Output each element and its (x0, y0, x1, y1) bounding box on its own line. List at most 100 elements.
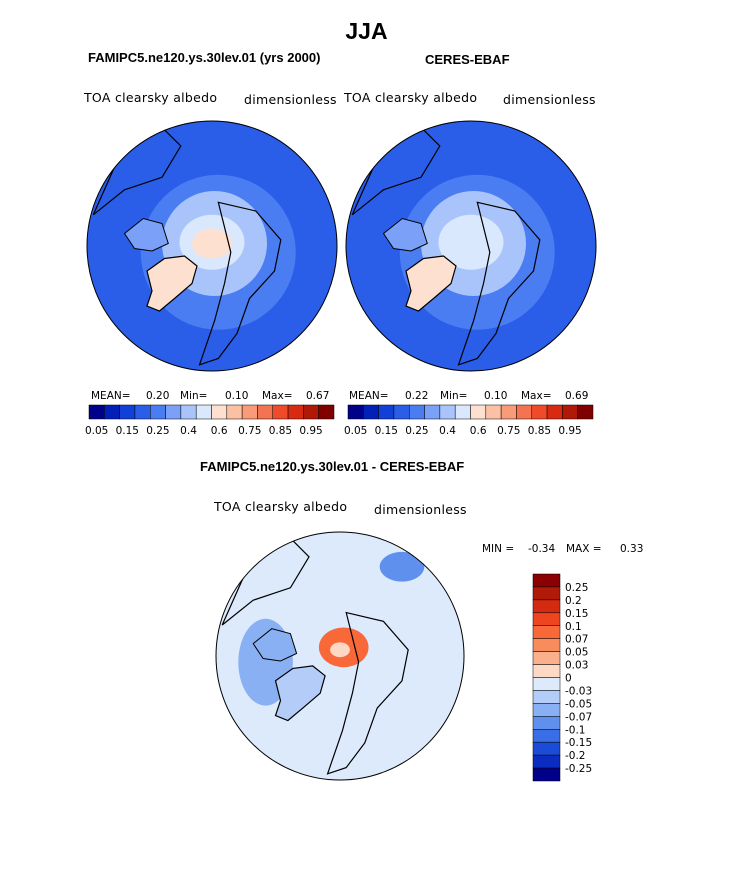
panel1-right-label: dimensionless (244, 92, 337, 107)
panel3-max-label: MAX = (566, 543, 602, 555)
north-america-coast (351, 126, 441, 216)
colorbar-2-swatch (378, 404, 395, 420)
colorbar-2-swatch (439, 404, 456, 420)
panel2-max-label: Max= (521, 390, 552, 402)
highlat-field (399, 174, 555, 330)
colorbar-3-tick: 0.05 (565, 647, 588, 659)
north-america-coast (92, 126, 182, 216)
colorbar-2-tick: 0.95 (558, 425, 581, 437)
colorbar-3-swatch (532, 754, 561, 769)
colorbar-2-swatch (531, 404, 548, 420)
eurasia-coast (198, 201, 282, 366)
seaice-field (179, 214, 245, 270)
colorbar-1-tick: 0.85 (269, 425, 292, 437)
map-1-field (87, 121, 337, 371)
near-zero-region (330, 642, 350, 658)
colorbar-1-swatch (303, 404, 319, 420)
eurasia-coast (457, 201, 541, 366)
colorbar-3-swatch (532, 703, 561, 717)
panel2-min-value: 0.10 (484, 390, 508, 402)
colorbar-2-tick: 0.05 (344, 425, 367, 437)
colorbar-3-swatch (532, 651, 561, 665)
negative-region (379, 551, 425, 582)
panel2-max-value: 0.69 (565, 390, 589, 402)
map-1-border (86, 120, 338, 372)
greenland (405, 255, 457, 312)
colorbar-1-swatch (257, 404, 273, 420)
panel3-min-label: MIN = (482, 543, 515, 555)
colorbar-2-swatch (393, 404, 410, 420)
panel3-max-value: 0.33 (620, 543, 644, 555)
seaice-field (438, 214, 504, 270)
colorbar-1-swatch (119, 404, 136, 420)
colorbar-1-tick: 0.95 (299, 425, 322, 437)
colorbar-3-swatch (532, 741, 561, 756)
colorbar-2-swatch (577, 404, 594, 420)
eurasia-coast (326, 611, 409, 775)
colorbar-3-tick: 0.07 (565, 634, 588, 646)
canadian-archipelago (123, 217, 169, 252)
colorbar-1-tick: 0.05 (85, 425, 108, 437)
colorbar-2-swatch (546, 404, 563, 420)
colorbar-2-swatch (454, 404, 471, 420)
pole-field (192, 228, 232, 259)
panel1-mean-label: MEAN= (91, 390, 131, 402)
colorbar-2-swatch (424, 404, 441, 420)
colorbar-1-swatch (272, 404, 289, 420)
greenland (146, 255, 198, 312)
colorbar-1-swatch (88, 404, 105, 420)
panel1-mean-value: 0.20 (146, 390, 170, 402)
colorbar-3-swatch (532, 664, 561, 678)
colorbar-1-tick: 0.15 (116, 425, 139, 437)
colorbar-1-swatch (134, 404, 151, 420)
colorbar-2-swatch (347, 404, 364, 420)
panel2-left-label: TOA clearsky albedo (344, 90, 478, 105)
panel3-left-label: TOA clearsky albedo (214, 499, 348, 514)
colorbar-2-swatch (363, 404, 379, 420)
colorbar-1-swatch (226, 404, 243, 420)
colorbar-2-swatch (409, 404, 425, 420)
figure-title: JJA (345, 18, 388, 44)
colorbar-2-swatch (500, 404, 517, 420)
map-2-field (346, 121, 596, 371)
highlat-field (140, 174, 296, 330)
canadian-archipelago (382, 217, 428, 252)
colorbar-2-tick: 0.85 (528, 425, 551, 437)
colorbar-1-tick: 0.4 (180, 425, 197, 437)
panel1-max-label: Max= (262, 390, 293, 402)
colorbar-3-swatch (532, 767, 561, 782)
colorbar-3-swatch (532, 690, 561, 704)
colorbar-1-swatch (150, 404, 166, 420)
colorbar-3-tick: -0.25 (565, 763, 592, 775)
panel2-title: CERES-EBAF (425, 52, 510, 67)
colorbar-1-swatch (211, 404, 228, 420)
colorbar-1-tick: 0.75 (238, 425, 261, 437)
arctic-field (421, 191, 526, 296)
colorbar-3-swatch (532, 625, 561, 639)
colorbar-3-tick: -0.2 (565, 750, 586, 762)
panel1-left-label: TOA clearsky albedo (84, 90, 218, 105)
colorbar-3-swatch (532, 586, 561, 601)
panel2-mean-label: MEAN= (349, 390, 389, 402)
colorbar-1-swatch (241, 404, 258, 420)
colorbar-1-swatch (104, 404, 120, 420)
panel1-max-value: 0.67 (306, 390, 330, 402)
panel3-right-label: dimensionless (374, 502, 467, 517)
canadian-archipelago (252, 628, 298, 662)
colorbar-3-swatch (532, 573, 561, 588)
panel3-min-value: -0.34 (528, 543, 556, 555)
colorbar-3-tick: 0.15 (565, 608, 588, 620)
colorbar-2-tick: 0.4 (439, 425, 456, 437)
panel1-min-label: Min= (180, 390, 208, 402)
colorbar-1-swatch (195, 404, 212, 420)
colorbar-3-swatch (532, 716, 561, 730)
colorbar-1-tick: 0.25 (146, 425, 169, 437)
colorbar-1-swatch (318, 404, 335, 420)
colorbar-2-swatch (562, 404, 578, 420)
map-3-field (216, 532, 464, 780)
colorbar-3-tick: 0.1 (565, 621, 582, 633)
colorbar-2-swatch (485, 404, 502, 420)
diff-field (216, 532, 464, 780)
colorbar-2-swatch (516, 404, 532, 420)
colorbar-3-tick: -0.05 (565, 698, 592, 710)
